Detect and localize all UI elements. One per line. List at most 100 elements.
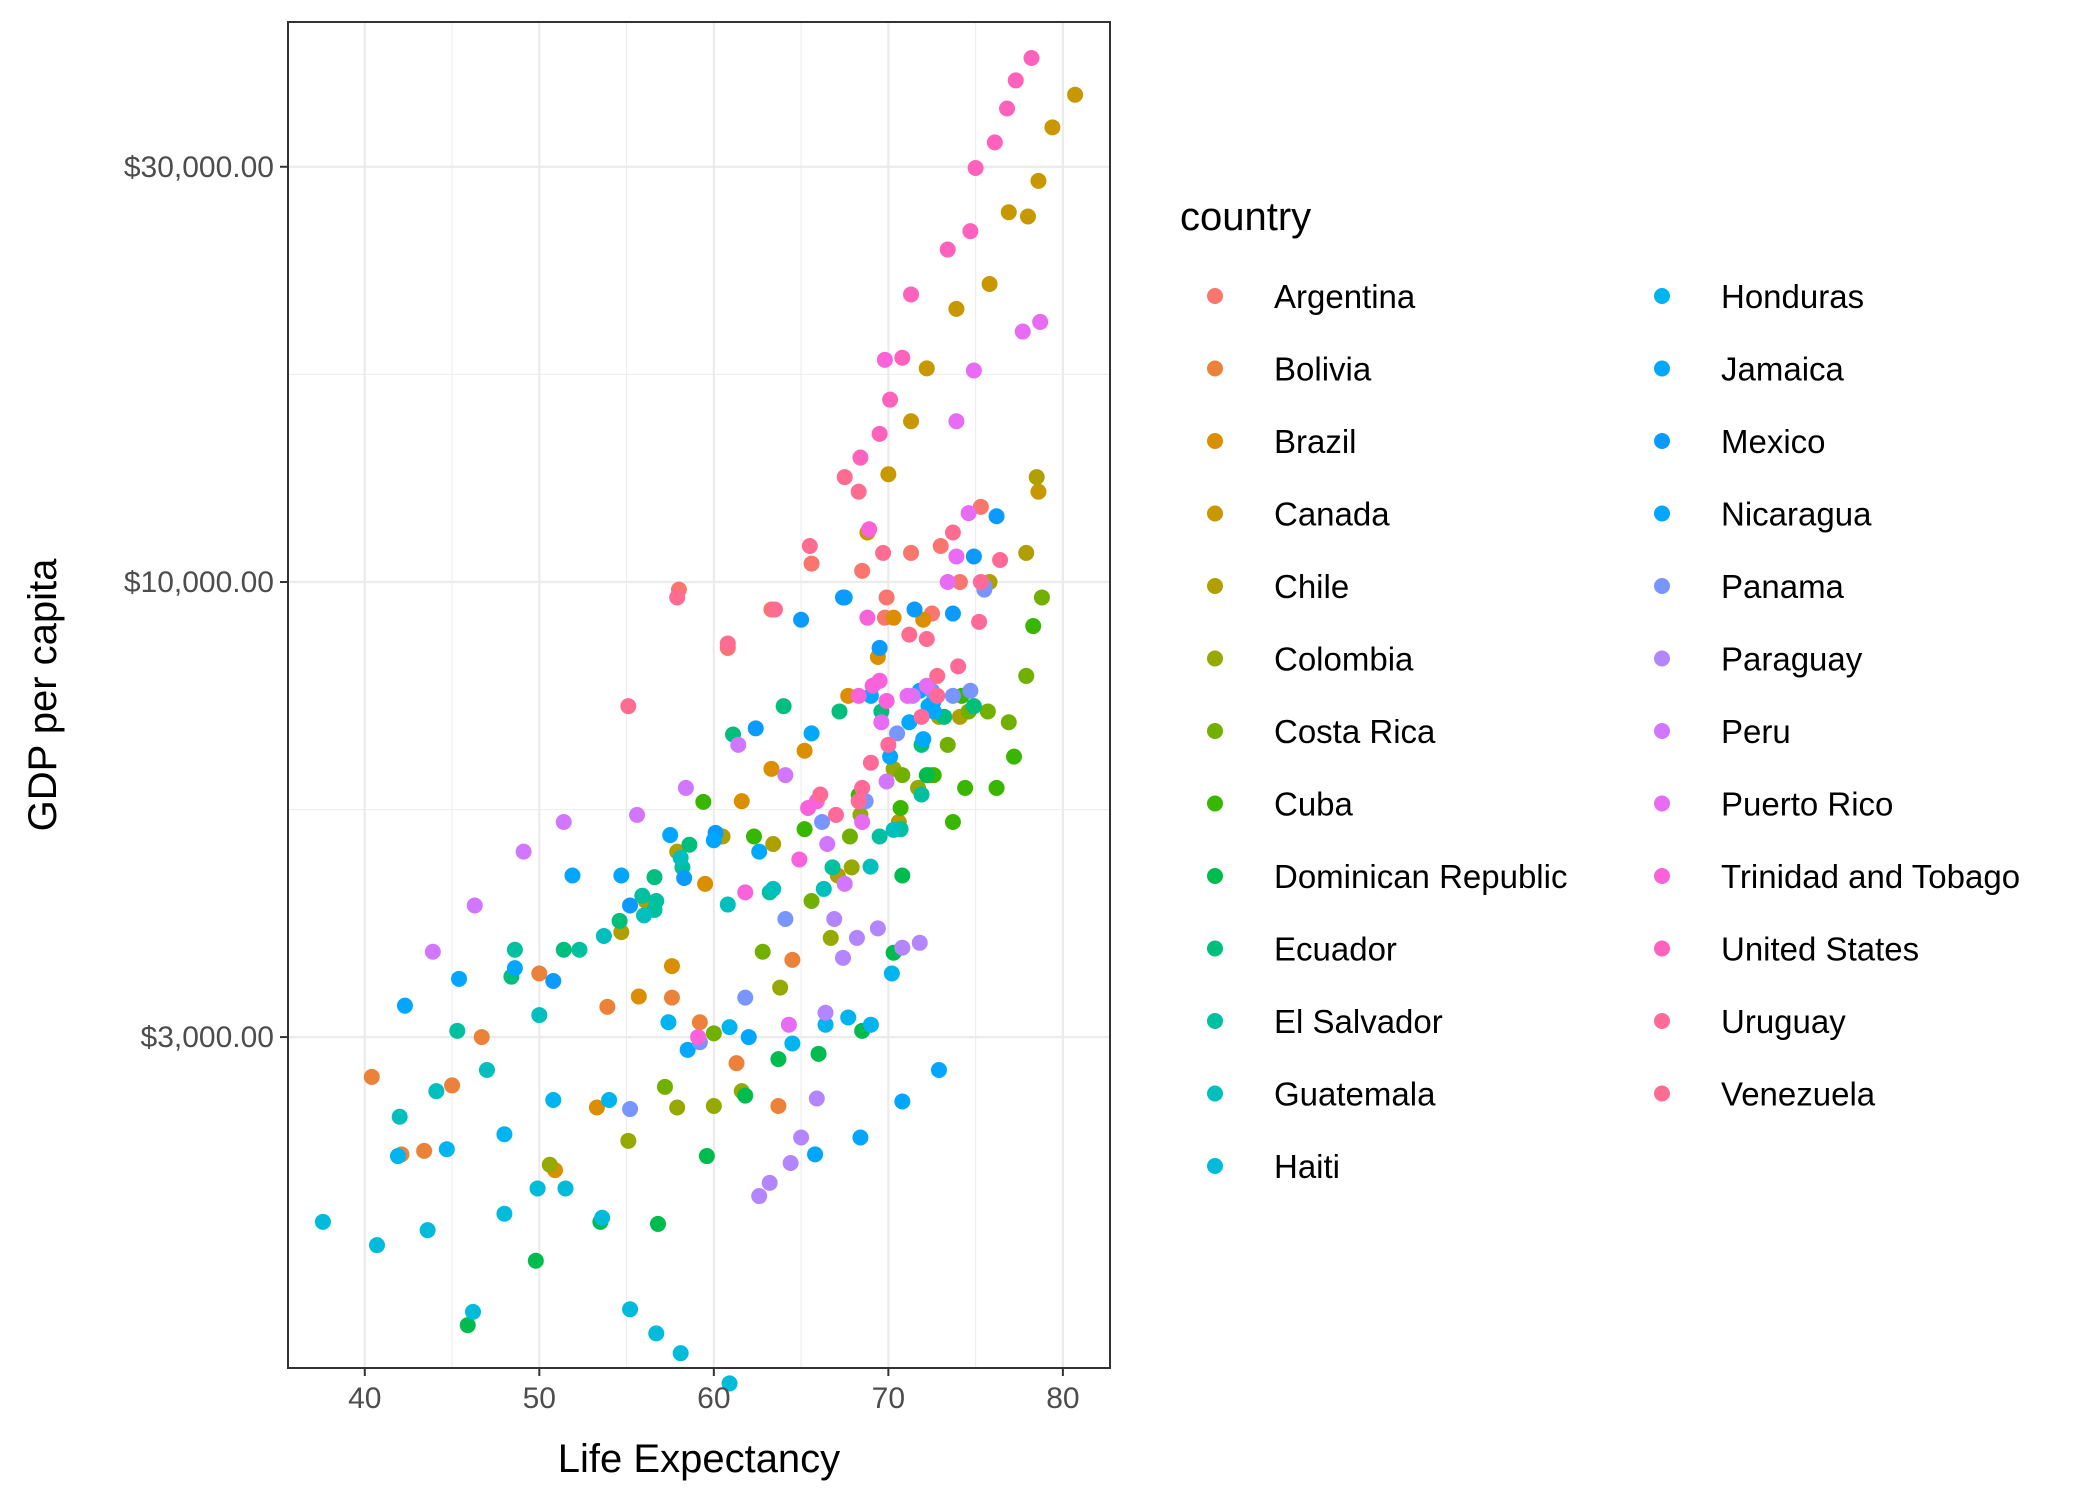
data-point [391, 1108, 408, 1125]
legend-key [1207, 360, 1223, 377]
data-point [814, 813, 831, 830]
data-point [944, 524, 961, 541]
data-point [894, 767, 911, 784]
data-point [698, 1148, 715, 1165]
data-point [971, 613, 988, 630]
data-point [822, 929, 839, 946]
legend: country Argentina Bolivia Brazil Canada Chil… [1180, 195, 2020, 1185]
data-point [719, 896, 736, 913]
data-point [766, 601, 783, 618]
data-point [506, 960, 523, 977]
data-point [850, 687, 867, 704]
legend-key [1207, 1085, 1223, 1102]
legend-label: Chile [1274, 568, 1349, 605]
data-point [529, 1180, 546, 1197]
data-point [629, 806, 646, 823]
y-axis: $3,000.00 $10,000.00 $30,000.00 [124, 151, 288, 1054]
data-point [571, 941, 588, 958]
legend-key [1654, 940, 1670, 957]
data-point [815, 880, 832, 897]
data-point [992, 551, 1009, 568]
data-point [803, 725, 820, 742]
data-point [314, 1213, 331, 1230]
legend-key [1207, 868, 1223, 884]
legend-label: Dominican Republic [1274, 858, 1567, 895]
data-point [871, 425, 888, 442]
data-point [836, 875, 853, 892]
data-point [515, 843, 532, 860]
data-point [599, 998, 616, 1015]
legend-label: Nicaragua [1721, 496, 1872, 533]
data-point [871, 639, 888, 656]
data-point [630, 988, 647, 1005]
data-point [962, 682, 979, 699]
legend-label: Haiti [1274, 1148, 1340, 1185]
data-point [852, 1129, 869, 1146]
legend-key [1654, 795, 1670, 812]
data-point [1028, 469, 1045, 486]
data-point [944, 687, 961, 704]
legend-label: Mexico [1721, 423, 1826, 460]
legend-key [1207, 505, 1223, 522]
x-axis: 40 50 60 70 80 [348, 1368, 1080, 1415]
data-point [705, 1098, 722, 1115]
data-point [911, 934, 928, 951]
legend-key [1654, 360, 1670, 377]
data-point [972, 498, 989, 515]
legend-label: Peru [1721, 713, 1791, 750]
legend-label: Venezuela [1721, 1076, 1876, 1113]
data-point [850, 793, 867, 810]
data-point [1023, 50, 1040, 67]
legend-key [1207, 578, 1223, 594]
data-point [988, 779, 1005, 796]
legend-key [1654, 505, 1670, 522]
data-point [676, 869, 693, 886]
legend-label: El Salvador [1274, 1003, 1443, 1040]
data-point [981, 275, 998, 292]
data-point [932, 537, 949, 554]
data-point [836, 469, 853, 486]
data-point [894, 939, 911, 956]
data-point [595, 927, 612, 944]
data-point [594, 1209, 611, 1226]
data-point [622, 1301, 639, 1318]
data-point [899, 687, 916, 704]
data-point [948, 413, 965, 430]
data-point [719, 635, 736, 652]
legend-title: country [1180, 195, 1311, 239]
data-point [531, 1007, 548, 1024]
data-point [777, 767, 794, 784]
data-point [796, 742, 813, 759]
data-point [828, 806, 844, 823]
legend-label: Panama [1721, 568, 1845, 605]
data-point [527, 1252, 544, 1269]
data-point [878, 773, 895, 790]
legend-label: Guatemala [1274, 1076, 1436, 1113]
data-point [648, 1325, 665, 1342]
data-point [620, 698, 637, 715]
legend-key [1654, 1013, 1670, 1029]
data-point [862, 858, 879, 875]
data-point [1033, 589, 1050, 606]
plot-panel [288, 22, 1110, 1368]
data-point [478, 1061, 495, 1078]
data-point [396, 997, 413, 1014]
data-point [913, 708, 930, 725]
data-point [929, 687, 946, 704]
data-point [705, 1025, 722, 1042]
data-point [656, 1078, 673, 1095]
data-point [697, 875, 714, 892]
x-tick-label: 80 [1046, 1382, 1079, 1415]
plot-panel-border [287, 21, 1111, 1369]
data-point [939, 736, 956, 753]
y-axis-title: GDP per capita [21, 558, 65, 831]
data-point [1019, 208, 1036, 225]
data-point [660, 1014, 677, 1031]
data-point [859, 609, 876, 626]
legend-label: Cuba [1274, 786, 1354, 823]
data-point [848, 929, 865, 946]
data-point [929, 667, 946, 684]
data-point [882, 391, 899, 408]
data-point [531, 965, 548, 982]
